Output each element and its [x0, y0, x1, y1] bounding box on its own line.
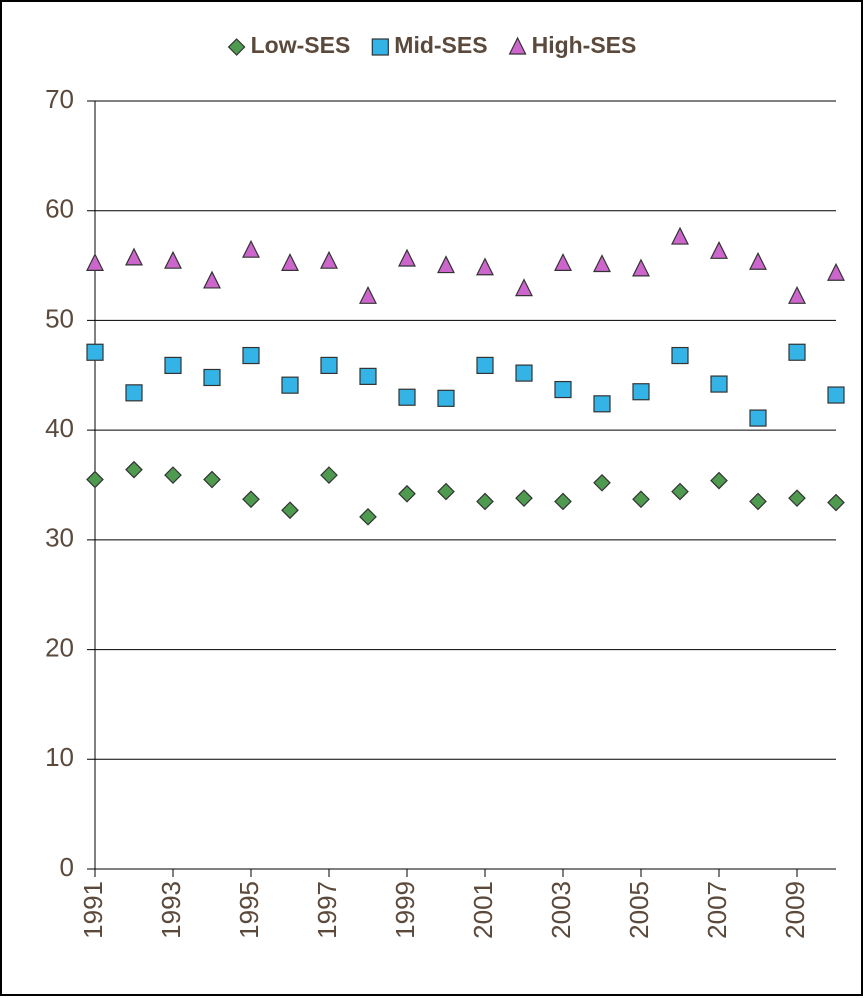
x-tick-label: 2009: [780, 881, 810, 939]
point: [125, 384, 143, 402]
point: [788, 285, 806, 304]
point: [515, 364, 533, 382]
point: [242, 346, 260, 365]
point: [827, 493, 845, 512]
y-tick-label: 70: [45, 84, 74, 114]
point: [398, 388, 416, 406]
point: [203, 368, 221, 387]
point: [86, 470, 104, 489]
point: [515, 489, 533, 508]
point: [788, 343, 806, 361]
point: [710, 240, 728, 259]
point: [164, 356, 182, 375]
point: [203, 470, 221, 489]
point: [125, 247, 143, 266]
legend-marker: [508, 36, 527, 55]
point: [671, 482, 689, 501]
point: [632, 490, 650, 509]
point: [242, 490, 260, 509]
point: [554, 380, 572, 399]
legend-label: High-SES: [532, 32, 637, 58]
legend-label: Mid-SES: [394, 32, 487, 58]
x-tick-label: 1999: [390, 881, 420, 939]
y-tick-label: 30: [45, 523, 74, 553]
x-tick-label: 2003: [546, 881, 576, 939]
point: [203, 270, 221, 289]
y-tick-label: 40: [45, 413, 74, 443]
point: [593, 395, 611, 413]
point: [164, 250, 182, 269]
point: [125, 460, 143, 479]
point: [554, 492, 572, 511]
point: [827, 262, 845, 281]
point: [281, 501, 299, 520]
y-tick-label: 50: [45, 303, 74, 333]
legend-marker: [371, 38, 389, 56]
point: [476, 356, 494, 375]
point: [593, 254, 611, 273]
point: [86, 343, 104, 361]
point: [593, 473, 611, 492]
point: [242, 239, 260, 258]
x-tick-label: 1997: [312, 881, 342, 939]
point: [320, 250, 338, 269]
point: [710, 471, 728, 490]
point: [710, 375, 728, 393]
x-tick-label: 2007: [702, 881, 732, 939]
point: [281, 376, 299, 394]
point: [632, 258, 650, 277]
y-tick-label: 60: [45, 194, 74, 224]
y-tick-label: 0: [60, 852, 74, 882]
point: [788, 489, 806, 508]
point: [398, 484, 416, 503]
x-tick-label: 1991: [78, 881, 108, 939]
point: [749, 492, 767, 511]
point: [359, 285, 377, 304]
point: [749, 251, 767, 270]
point: [515, 278, 533, 297]
x-tick-label: 2001: [468, 881, 498, 939]
y-tick-label: 20: [45, 632, 74, 662]
point: [827, 386, 845, 404]
x-tick-label: 1995: [234, 881, 264, 939]
point: [749, 409, 767, 427]
point: [320, 466, 338, 484]
x-tick-label: 1993: [156, 881, 186, 939]
point: [476, 492, 494, 511]
point: [671, 226, 689, 245]
point: [281, 253, 299, 271]
point: [359, 367, 377, 385]
point: [437, 482, 455, 501]
point: [359, 507, 377, 526]
y-tick-label: 10: [45, 742, 74, 772]
legend-label: Low-SES: [251, 32, 351, 58]
point: [164, 466, 182, 484]
point: [398, 248, 416, 267]
point: [86, 253, 104, 271]
point: [632, 383, 650, 401]
legend-marker: [227, 38, 246, 56]
x-tick-label: 2005: [624, 881, 654, 939]
point: [476, 257, 494, 276]
point: [554, 253, 572, 271]
point: [320, 356, 338, 375]
point: [437, 389, 455, 407]
point: [437, 255, 455, 274]
point: [671, 346, 689, 365]
